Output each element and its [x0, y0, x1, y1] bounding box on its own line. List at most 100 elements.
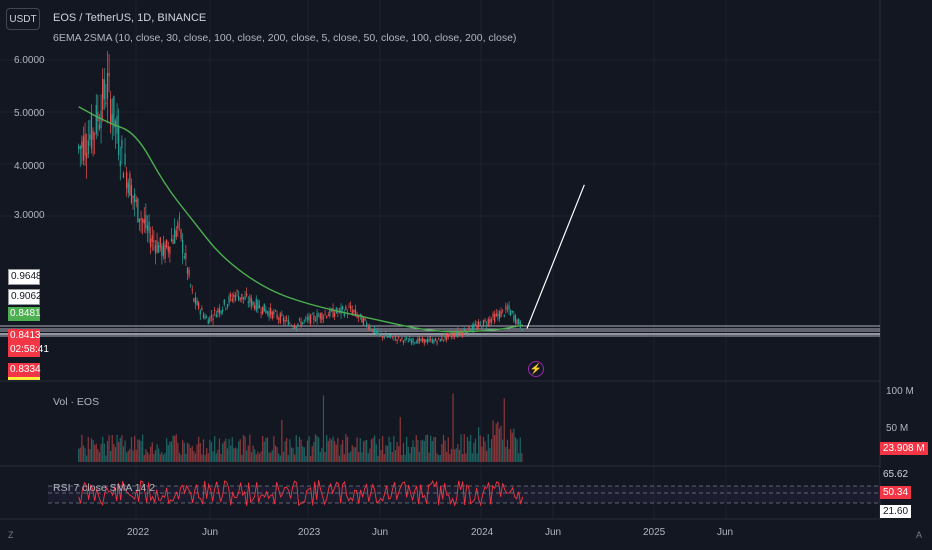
symbol-title[interactable]: EOS / TetherUS, 1D, BINANCE	[53, 12, 207, 24]
candle-body	[270, 307, 272, 315]
time-tick: Jun	[372, 527, 389, 538]
volume-bar	[207, 453, 209, 462]
candle-body	[151, 235, 153, 242]
candle-body	[426, 339, 429, 343]
volume-bar	[511, 432, 513, 462]
candle-body	[201, 308, 203, 311]
candle-body	[337, 311, 339, 313]
candle-body	[391, 335, 393, 338]
candle-body	[298, 319, 301, 321]
volume-bar	[383, 453, 385, 462]
volume-bar	[513, 428, 515, 462]
candle-body	[79, 146, 81, 149]
candle-body	[404, 338, 406, 341]
volume-bar	[404, 454, 406, 462]
candle-body	[449, 333, 451, 335]
countdown-badge: 02:58:41	[8, 343, 49, 357]
volume-bar	[329, 438, 331, 462]
candle-body	[111, 114, 113, 123]
volume-bar	[106, 441, 109, 462]
volume-bar	[86, 455, 88, 462]
candle-body	[212, 318, 214, 321]
volume-bar	[220, 454, 222, 462]
volume-label[interactable]: Vol · EOS	[53, 396, 100, 408]
zoom-corner-icon[interactable]: Z	[8, 530, 14, 540]
candle-body	[308, 316, 310, 321]
candle-body	[514, 315, 517, 324]
candles	[78, 50, 523, 347]
volume-bar	[148, 454, 150, 462]
volume-bar	[313, 442, 315, 462]
level-badge[interactable]: 0.8334	[8, 363, 41, 380]
rsi-label[interactable]: RSI 7 close SMA 14 2	[53, 482, 156, 494]
indicator-legend[interactable]: 6EMA 2SMA (10, close, 30, close, 100, cl…	[53, 32, 517, 44]
candle-body	[302, 322, 304, 325]
candle-body	[204, 316, 206, 319]
volume-bar	[130, 437, 133, 462]
candle-body	[306, 317, 309, 320]
candle-body	[194, 296, 197, 304]
candle-body	[222, 309, 224, 312]
candle-body	[324, 313, 326, 315]
volume-bar	[113, 444, 115, 462]
volume-bar	[482, 436, 485, 462]
last-price-badge[interactable]: 0.8413	[8, 329, 41, 343]
candle-body	[505, 305, 507, 310]
trendline[interactable]	[526, 184, 585, 329]
volume-bar	[222, 443, 224, 462]
candle-body	[278, 318, 280, 320]
price-tick: 4.0000	[14, 161, 45, 172]
volume-bar	[495, 423, 497, 462]
volume-bar	[234, 447, 237, 462]
volume-bar	[156, 444, 158, 462]
volume-bar	[382, 436, 384, 462]
volume-bar	[361, 452, 363, 462]
candle-body	[511, 311, 513, 313]
candle-body	[334, 313, 336, 317]
lightning-icon[interactable]: ⚡	[528, 361, 544, 377]
currency-button[interactable]: USDT	[6, 8, 40, 30]
volume-bar	[326, 435, 328, 462]
volume-bar	[254, 449, 256, 462]
candle-body	[238, 295, 240, 301]
candle-body	[263, 303, 265, 312]
volume-bar	[314, 434, 317, 462]
volume-bar	[126, 452, 128, 462]
volume-bar	[458, 449, 461, 462]
candle-body	[98, 124, 101, 129]
candle-body	[105, 102, 107, 105]
volume-bar	[108, 435, 110, 462]
volume-bar	[268, 452, 270, 462]
candle-body	[478, 321, 480, 328]
horizontal-levels[interactable]	[0, 325, 880, 337]
candle-body	[390, 334, 392, 337]
level-badge[interactable]: 0.9062	[8, 289, 42, 305]
volume-bar	[145, 449, 147, 462]
volume-bar	[233, 448, 235, 462]
candle-body	[90, 113, 93, 149]
volume-bar	[415, 435, 417, 462]
candle-body	[479, 322, 481, 324]
candle-body	[290, 325, 293, 327]
candle-body	[441, 337, 443, 341]
candle-body	[135, 199, 137, 203]
candle-body	[393, 339, 395, 341]
candle-body	[193, 298, 195, 302]
auto-scale-toggle[interactable]: A	[916, 530, 923, 540]
candle-body	[183, 256, 185, 258]
volume-bar	[150, 446, 152, 462]
price-tick: 5.0000	[14, 108, 45, 119]
candle-body	[407, 340, 409, 343]
volume-bar	[322, 395, 325, 462]
candle-body	[87, 140, 89, 154]
candle-body	[497, 314, 499, 316]
candle-body	[284, 319, 286, 323]
volume-bar	[390, 441, 392, 462]
volume-bar	[279, 455, 281, 462]
level-badge[interactable]: 0.9648	[8, 269, 42, 285]
volume-bar	[209, 439, 211, 462]
level-badge[interactable]: 0.8481	[8, 307, 41, 321]
candle-body	[295, 327, 297, 328]
candle-body	[329, 308, 331, 317]
